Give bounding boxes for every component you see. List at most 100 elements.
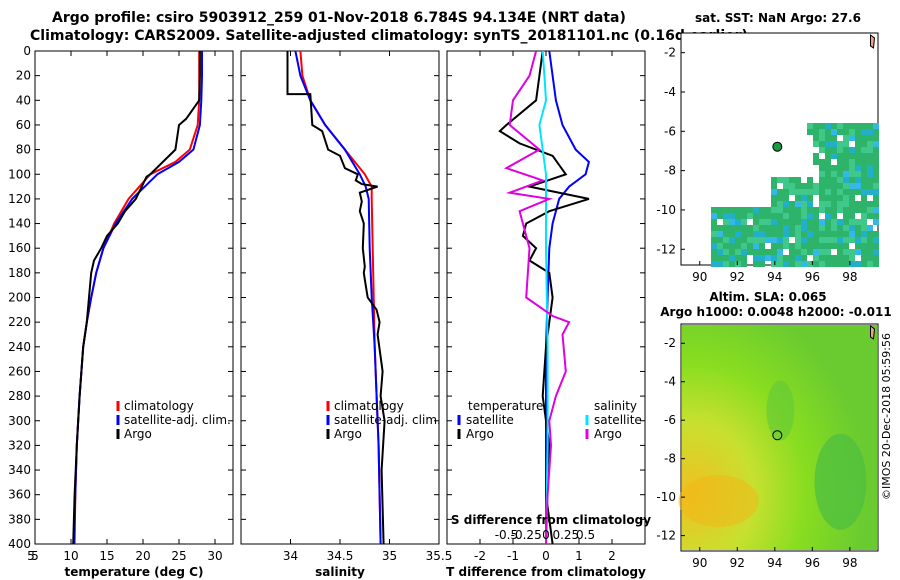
sst-pixel [723,213,729,219]
sst-pixel [759,255,765,261]
sst-pixel [843,213,849,219]
sst-pixel [855,207,861,213]
map-x-tick-label: 98 [842,270,857,284]
sst-pixel [861,255,867,261]
sst-pixel [867,147,873,153]
sst-pixel [867,237,873,243]
sst-pixel [837,219,843,225]
sst-pixel [819,201,825,207]
sst-pixel [789,261,795,267]
sst-pixel [783,201,789,207]
sst-pixel [831,207,837,213]
sst-pixel [771,183,777,189]
y-tick-label: 240 [8,340,31,354]
legend-title-temperature: temperature [468,399,543,413]
temperature-series-argo [72,51,201,545]
sst-pixel [837,129,843,135]
sst-pixel [867,171,873,177]
sst-pixel [777,261,783,267]
legend-label: satellite-adj. clim. [334,413,441,427]
map-x-tick-label: 92 [730,556,745,570]
sst-pixel [819,141,825,147]
sst-pixel [711,237,717,243]
sst-pixel [807,123,813,129]
sst-pixel [717,255,723,261]
sst-pixel [783,207,789,213]
secondary-x-tick-label: 0 [542,528,550,542]
sst-pixel [813,249,819,255]
sst-pixel [861,171,867,177]
sst-pixel [825,159,831,165]
sst-pixel [813,207,819,213]
secondary-x-tick-label: -0.25 [511,528,542,542]
sst-pixel [819,147,825,153]
sst-pixel [861,153,867,159]
sst-pixel [825,207,831,213]
sst-pixel [855,231,861,237]
sst-pixel [837,231,843,237]
sst-pixel [819,183,825,189]
sst-pixel [873,159,879,165]
temperature-plot-area [34,50,234,545]
sst-pixel [849,159,855,165]
sst-pixel [849,135,855,141]
sst-pixel [849,165,855,171]
sst-pixel [759,213,765,219]
sst-pixel [843,123,849,129]
sst-pixel [771,255,777,261]
x-tick-label: 5 [27,549,35,563]
sst-pixel [837,123,843,129]
sst-pixel [813,189,819,195]
sst-pixel [849,189,855,195]
sst-pixel [783,255,789,261]
y-tick-label: 20 [16,69,31,83]
legend-title-salinity: salinity [594,399,637,413]
sst-pixel [843,183,849,189]
sst-pixel [729,249,735,255]
sst-pixel [867,201,873,207]
map-y-tick-label: -6 [664,413,676,427]
sst-pixel [861,165,867,171]
sst-pixel [783,219,789,225]
y-tick-label: 160 [8,241,31,255]
sst-pixel [711,255,717,261]
sst-pixel [807,213,813,219]
sst-pixel [837,237,843,243]
secondary-x-tick-label: 0.25 [552,528,579,542]
sst-pixel [717,207,723,213]
sst-pixel [855,249,861,255]
sst-pixel [831,189,837,195]
difference-series-t-argo [498,50,590,545]
sst-pixel [819,129,825,135]
sst-pixel [831,123,837,129]
sst-pixel [807,207,813,213]
sst-pixel [801,225,807,231]
y-tick-label: 380 [8,512,31,526]
sst-pixel [873,141,879,147]
sst-pixel [861,261,867,267]
map-y-tick-label: -10 [656,490,676,504]
sst-pixel [825,177,831,183]
sst-pixel [753,231,759,237]
sst-pixel [729,219,735,225]
sst-pixel [807,129,813,135]
sst-pixel [723,243,729,249]
sst-pixel [837,243,843,249]
sst-pixel [711,207,717,213]
sst-pixel [765,219,771,225]
sst-pixel [735,213,741,219]
sst-pixel [795,189,801,195]
sst-pixel [855,165,861,171]
sst-pixel [831,177,837,183]
sst-pixel [849,183,855,189]
x-tick-label: 30 [207,549,222,563]
sst-pixel [855,201,861,207]
sst-pixel [837,141,843,147]
sst-pixel [837,171,843,177]
sst-pixel [741,207,747,213]
sst-pixel [873,183,879,189]
sst-pixel [795,237,801,243]
salinity-plot-area [240,50,440,545]
sst-pixel [813,153,819,159]
x-tick-label: -2 [474,549,486,563]
